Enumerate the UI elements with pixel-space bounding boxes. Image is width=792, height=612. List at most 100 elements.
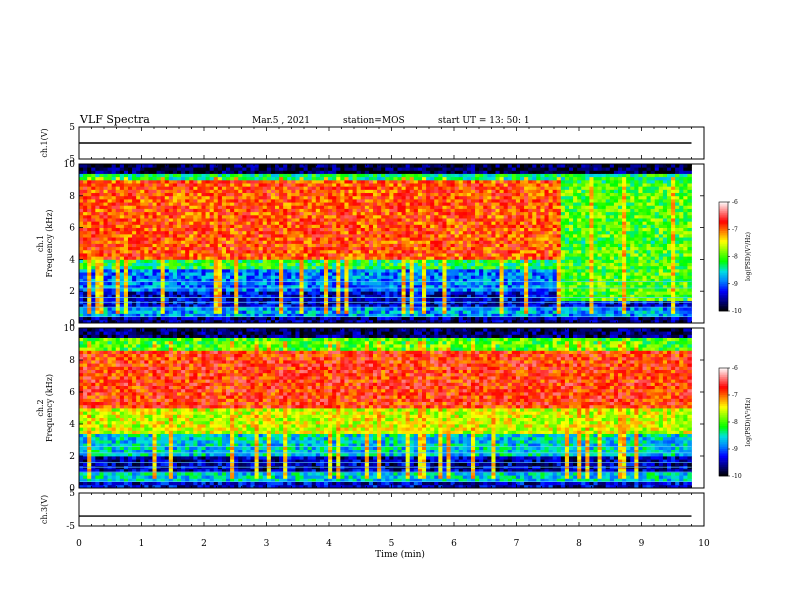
heatmap-cell bbox=[258, 205, 264, 209]
heatmap-cell bbox=[426, 256, 431, 260]
heatmap-cell bbox=[221, 167, 227, 171]
heatmap-cell bbox=[213, 214, 219, 219]
heatmap-cell bbox=[156, 259, 162, 263]
heatmap-cell bbox=[95, 179, 100, 184]
heatmap-cell bbox=[262, 262, 268, 267]
heatmap-cell bbox=[217, 233, 223, 238]
heatmap-cell bbox=[221, 297, 227, 302]
heatmap-cell bbox=[189, 214, 194, 219]
heatmap-cell bbox=[442, 173, 447, 178]
heatmap-cell bbox=[434, 179, 439, 184]
heatmap-cell bbox=[148, 173, 153, 178]
heatmap-cell bbox=[262, 268, 268, 273]
heatmap-cell bbox=[389, 173, 394, 178]
heatmap-cell bbox=[454, 233, 460, 238]
heatmap-cell bbox=[246, 176, 251, 181]
heatmap-cell bbox=[205, 243, 211, 248]
heatmap-cell bbox=[430, 278, 435, 283]
heatmap-cell bbox=[99, 275, 104, 279]
heatmap-cell bbox=[462, 272, 468, 276]
heatmap-cell bbox=[185, 205, 190, 209]
heatmap-cell bbox=[217, 253, 223, 257]
heatmap-cell bbox=[107, 237, 113, 241]
heatmap-cell bbox=[144, 288, 149, 292]
heatmap-cell bbox=[254, 179, 260, 184]
heatmap-cell bbox=[250, 218, 255, 222]
heatmap-cell bbox=[311, 265, 317, 270]
heatmap-cell bbox=[185, 195, 190, 200]
heatmap-cell bbox=[381, 167, 386, 171]
heatmap-cell bbox=[287, 205, 292, 209]
heatmap-cell bbox=[295, 249, 300, 254]
heatmap-cell bbox=[177, 230, 182, 235]
heatmap-cell bbox=[405, 310, 411, 314]
heatmap-cell bbox=[144, 195, 149, 200]
heatmap-cell bbox=[177, 316, 182, 321]
heatmap-cell bbox=[319, 211, 325, 216]
heatmap-cell bbox=[471, 167, 476, 171]
heatmap-cell bbox=[168, 316, 174, 321]
heatmap-cell bbox=[221, 173, 227, 178]
heatmap-cell bbox=[132, 256, 137, 260]
heatmap-cell bbox=[479, 208, 484, 213]
heatmap-cell bbox=[377, 202, 382, 206]
heatmap-cell bbox=[193, 259, 198, 263]
heatmap-cell bbox=[275, 173, 280, 178]
heatmap-cell bbox=[99, 262, 104, 267]
heatmap-cell bbox=[336, 291, 341, 295]
heatmap-cell bbox=[324, 176, 329, 181]
heatmap-cell bbox=[79, 198, 84, 203]
heatmap-cell bbox=[103, 164, 108, 168]
heatmap-cell bbox=[332, 183, 337, 187]
heatmap-cell bbox=[254, 202, 260, 206]
heatmap-cell bbox=[107, 179, 113, 184]
heatmap-cell bbox=[230, 256, 235, 260]
heatmap-cell bbox=[332, 211, 337, 216]
heatmap-cell bbox=[377, 303, 382, 308]
heatmap-cell bbox=[479, 205, 484, 209]
heatmap-cell bbox=[364, 262, 370, 267]
heatmap-cell bbox=[99, 189, 104, 194]
heatmap-cell bbox=[475, 307, 480, 311]
heatmap-cell bbox=[275, 218, 280, 222]
heatmap-cell bbox=[405, 281, 411, 286]
heatmap-cell bbox=[217, 294, 223, 298]
heatmap-cell bbox=[450, 256, 456, 260]
heatmap-cell bbox=[352, 221, 358, 225]
heatmap-cell bbox=[230, 243, 235, 248]
heatmap-cell bbox=[91, 275, 96, 279]
heatmap-cell bbox=[438, 189, 443, 194]
heatmap-cell bbox=[409, 265, 415, 270]
heatmap-cell bbox=[324, 294, 329, 298]
heatmap-cell bbox=[185, 208, 190, 213]
heatmap-cell bbox=[471, 265, 476, 270]
heatmap-cell bbox=[381, 268, 386, 273]
heatmap-cell bbox=[91, 202, 96, 206]
heatmap-cell bbox=[242, 189, 247, 194]
heatmap-cell bbox=[115, 224, 121, 228]
heatmap-cell bbox=[266, 253, 272, 257]
heatmap-cell bbox=[107, 173, 113, 178]
heatmap-cell bbox=[230, 307, 235, 311]
heatmap-cell bbox=[95, 218, 100, 222]
heatmap-cell bbox=[381, 246, 386, 251]
heatmap-cell bbox=[115, 195, 121, 200]
heatmap-cell bbox=[275, 205, 280, 209]
heatmap-cell bbox=[201, 294, 206, 298]
heatmap-cell bbox=[132, 316, 137, 321]
heatmap-cell bbox=[160, 291, 166, 295]
heatmap-cell bbox=[356, 313, 362, 318]
heatmap-cell bbox=[144, 256, 149, 260]
heatmap-cell bbox=[111, 262, 117, 267]
heatmap-cell bbox=[250, 214, 255, 219]
heatmap-cell bbox=[164, 297, 170, 302]
heatmap-cell bbox=[197, 198, 202, 203]
heatmap-cell bbox=[405, 284, 411, 289]
heatmap-cell bbox=[189, 310, 194, 314]
heatmap-cell bbox=[262, 211, 268, 216]
heatmap-cell bbox=[426, 288, 431, 292]
heatmap-cell bbox=[234, 259, 239, 263]
heatmap-cell bbox=[348, 275, 353, 279]
heatmap-cell bbox=[144, 291, 149, 295]
heatmap-cell bbox=[344, 262, 349, 267]
